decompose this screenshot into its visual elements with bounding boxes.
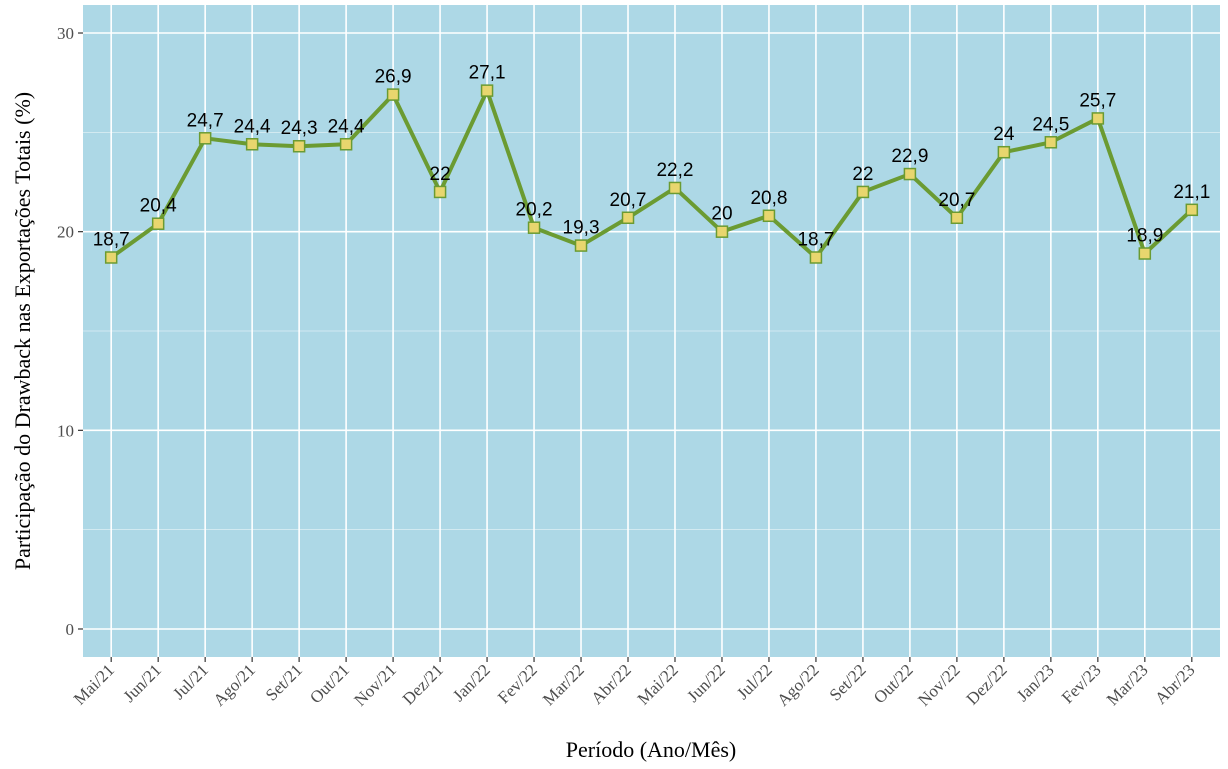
data-line: [110, 88, 1194, 260]
data-label: 20,7: [610, 190, 647, 211]
data-point: [762, 209, 776, 223]
data-label: 18,9: [1126, 226, 1163, 247]
x-tick-label: Abr/23: [1151, 660, 1198, 707]
x-tick-label: Set/22: [826, 660, 870, 704]
data-point: [950, 211, 964, 225]
x-tick-label: Jan/22: [449, 660, 494, 705]
x-tick-label: Dez/21: [399, 660, 447, 708]
data-label: 20,4: [140, 196, 177, 217]
x-tick-label: Mar/22: [539, 660, 588, 709]
data-point: [151, 217, 165, 230]
x-tick-label: Set/21: [262, 660, 306, 704]
data-point: [997, 145, 1011, 159]
data-label: 22: [430, 164, 451, 185]
data-point: [292, 139, 306, 153]
y-tick-label: 20: [57, 223, 74, 242]
data-label: 24,4: [328, 116, 365, 137]
data-label: 24,4: [234, 116, 271, 137]
data-label: 25,7: [1079, 90, 1116, 111]
data-point: [856, 185, 870, 199]
data-label: 27,1: [469, 63, 506, 84]
data-point: [386, 88, 400, 101]
data-point: [1138, 247, 1152, 260]
data-label: 20,7: [938, 190, 975, 211]
data-label: 26,9: [375, 67, 412, 88]
x-tick-label: Jul/21: [169, 660, 212, 703]
x-tick-label: Ago/22: [773, 660, 822, 709]
data-label: 24: [993, 124, 1015, 145]
data-point: [480, 84, 494, 97]
x-tick-label: Mar/23: [1103, 660, 1152, 709]
x-tick-label: Jan/23: [1013, 660, 1058, 705]
data-point: [574, 239, 588, 252]
x-tick-label: Abr/22: [587, 660, 634, 707]
x-tick-label: Nov/21: [350, 660, 399, 709]
x-tick-label: Jun/21: [120, 660, 165, 705]
x-tick-label: Mai/21: [70, 660, 118, 708]
x-tick-label: Fev/23: [1058, 660, 1105, 707]
x-tick-label: Nov/22: [914, 660, 963, 709]
x-tick-label: Out/21: [306, 660, 353, 707]
data-label: 22,9: [891, 146, 928, 167]
x-axis-title: Período (Ano/Mês): [566, 737, 736, 762]
data-label: 24,7: [187, 110, 224, 131]
data-label: 22: [852, 164, 873, 185]
data-label: 20: [711, 204, 732, 225]
x-tick-label: Ago/21: [209, 660, 258, 709]
data-point: [621, 211, 635, 225]
data-label: 18,7: [797, 229, 834, 250]
data-point: [1044, 136, 1058, 149]
x-tick-label: Out/22: [870, 660, 917, 707]
data-point: [903, 167, 917, 181]
data-point: [668, 181, 682, 195]
x-tick-label: Mai/22: [634, 660, 682, 708]
data-point: [433, 185, 447, 199]
x-tick-label: Fev/22: [494, 660, 541, 707]
data-point: [245, 138, 259, 151]
data-label: 24,3: [281, 118, 318, 139]
x-tick-label: Jun/22: [683, 660, 728, 705]
data-point: [1091, 112, 1105, 125]
data-label: 21,1: [1173, 182, 1210, 203]
data-point: [715, 225, 729, 238]
y-tick-label: 30: [57, 24, 74, 43]
data-point: [104, 251, 118, 264]
data-point: [527, 221, 541, 234]
data-label: 19,3: [563, 218, 600, 239]
data-label: 22,2: [656, 160, 693, 181]
y-axis-title: Participação do Drawback nas Exportações…: [10, 92, 35, 570]
y-tick-label: 0: [66, 620, 75, 639]
x-tick-label: Dez/22: [963, 660, 1011, 708]
data-label: 24,5: [1032, 114, 1069, 135]
data-point: [1185, 203, 1199, 217]
data-point: [198, 132, 212, 145]
data-label: 18,7: [93, 229, 130, 250]
x-tick-label: Jul/22: [733, 660, 776, 703]
y-tick-label: 10: [57, 421, 74, 440]
data-point: [809, 251, 823, 264]
data-label: 20,2: [516, 200, 553, 221]
data-point: [339, 138, 353, 151]
data-label: 20,8: [750, 188, 787, 209]
